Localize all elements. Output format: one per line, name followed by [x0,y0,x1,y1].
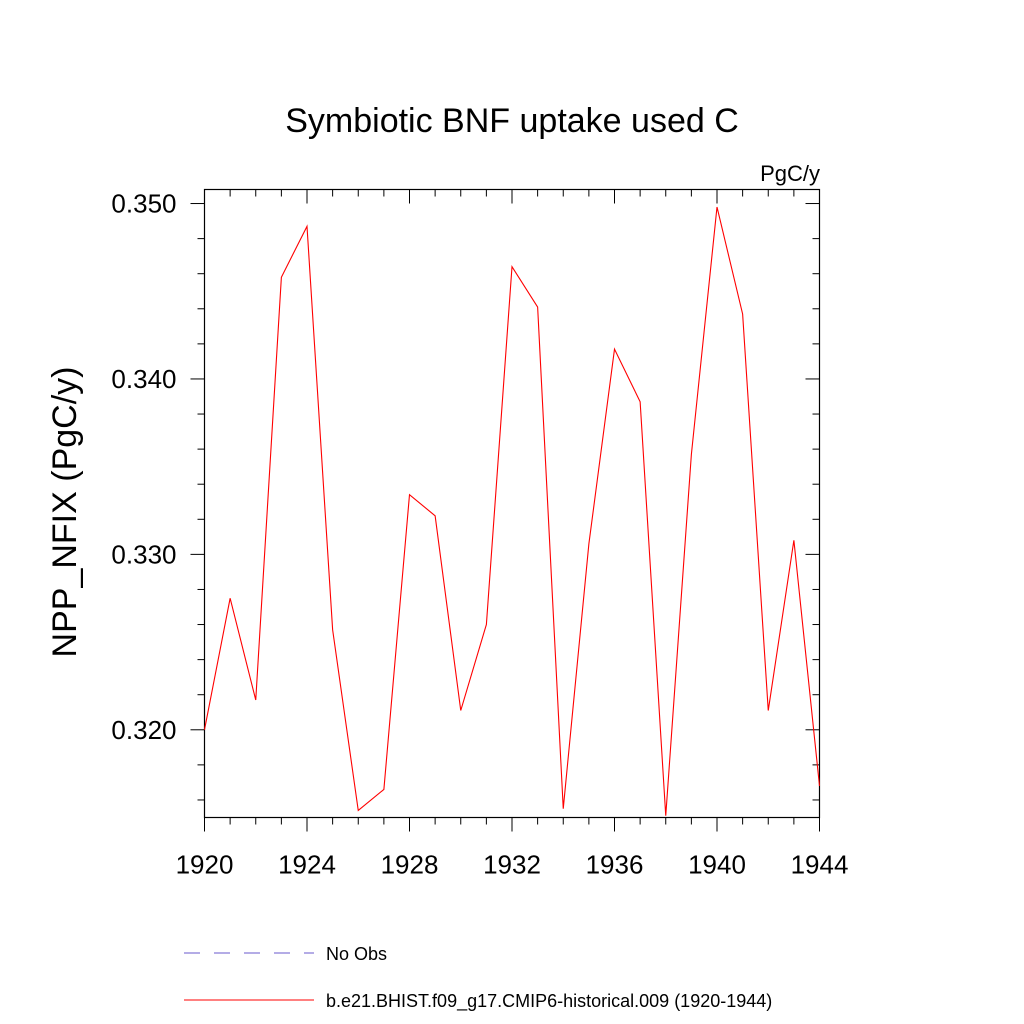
plot-frame [203,188,821,819]
y-tick-label: 0.340 [111,364,176,394]
y-tick-label: 0.350 [111,189,176,219]
series-line [203,206,821,816]
x-tick-label: 1920 [176,850,234,880]
legend-label: b.e21.BHIST.f09_g17.CMIP6-historical.009… [326,991,772,1012]
chart-title: Symbiotic BNF uptake used C [285,102,739,140]
x-tick-label: 1932 [483,850,541,880]
tick-labels: 1920 1924 1928 1932 1936 1940 1944 0.320 0.330 0.… [111,189,848,880]
x-tick-label: 1936 [586,850,644,880]
x-tick-label: 1944 [791,850,849,880]
legend: No Obs b.e21.BHIST.f09_g17.CMIP6-historic… [184,944,772,1012]
axis-ticks [190,189,820,832]
legend-label: No Obs [326,944,387,964]
series-lines [203,206,821,816]
units-label: PgC/y [760,161,820,186]
x-tick-label: 1928 [381,850,439,880]
x-tick-label: 1940 [688,850,746,880]
y-tick-label: 0.330 [111,539,176,569]
y-axis-label: NPP_NFIX (PgC/y) [46,367,84,658]
y-tick-label: 0.320 [111,715,176,745]
x-tick-label: 1924 [278,850,336,880]
